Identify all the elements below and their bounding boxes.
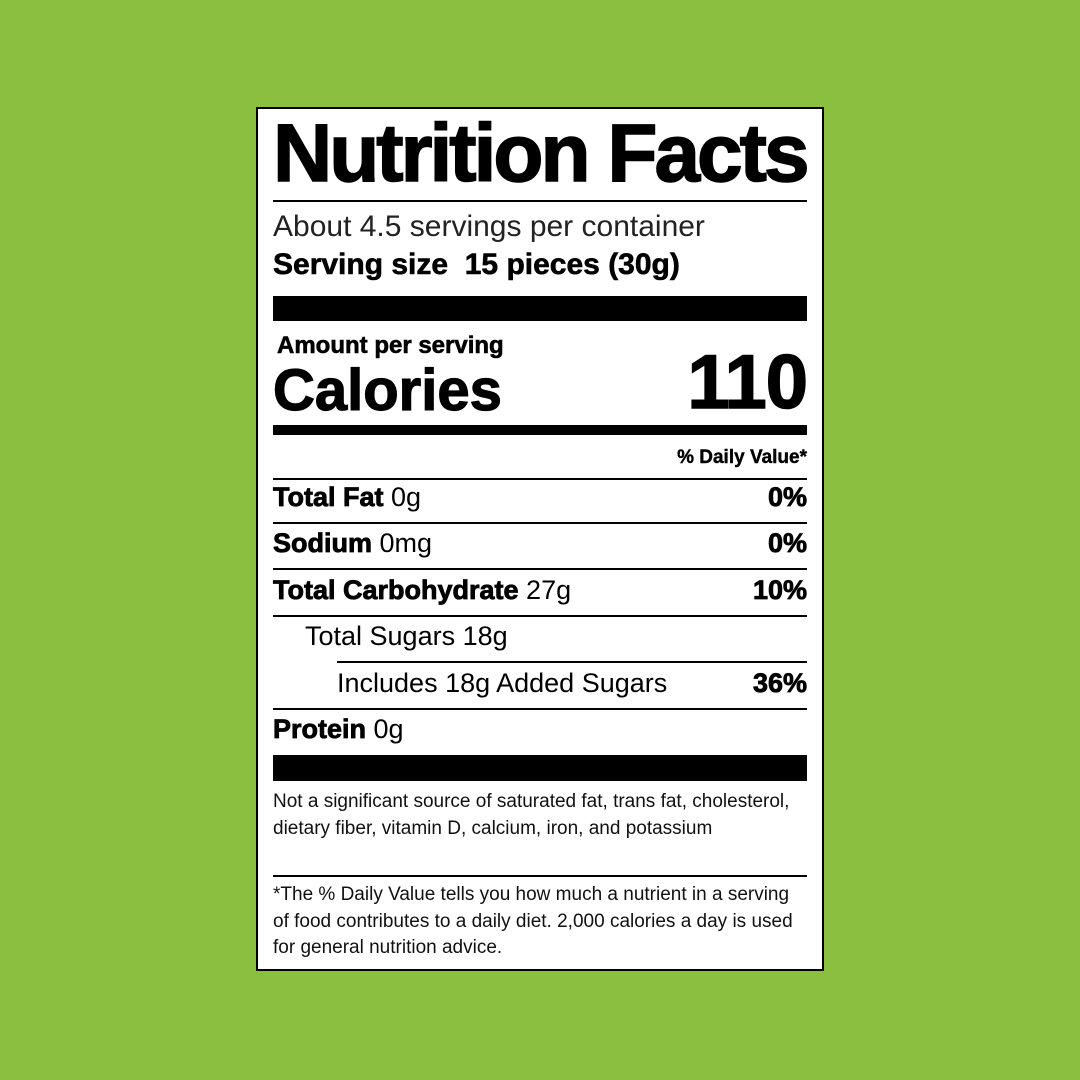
divider — [273, 708, 807, 710]
nutrient-row-protein: Protein 0g — [273, 714, 404, 744]
divider — [273, 568, 807, 570]
indented-divider — [337, 661, 807, 663]
nutrient-amount: 27g — [526, 575, 572, 605]
nutrient-amount: 0mg — [379, 528, 433, 558]
label-title: Nutrition Facts — [272, 108, 810, 199]
amount-per-serving: Amount per serving — [277, 332, 504, 359]
divider — [273, 200, 807, 202]
divider — [273, 478, 807, 480]
footnote-daily-value: *The % Daily Value tells you how much a … — [273, 884, 793, 958]
nutrient-dv: 10% — [752, 575, 808, 605]
serving-size: Serving size 15 pieces (30g) — [273, 248, 680, 281]
nutrient-row-added-sugars: Includes 18g Added Sugars — [337, 668, 668, 698]
divider — [273, 875, 807, 877]
nutrition-facts-label: Nutrition Facts About 4.5 servings per c… — [256, 107, 824, 971]
nutrient-dv: 0% — [767, 528, 808, 558]
nutrient-amount: 0g — [391, 482, 422, 512]
nutrient-row-total-carbohydrate: Total Carbohydrate 27g — [273, 575, 572, 605]
thick-divider — [273, 755, 807, 781]
serving-size-value: 15 pieces (30g) — [464, 248, 680, 281]
thick-divider — [273, 296, 807, 321]
nutrient-name: Protein — [273, 714, 367, 744]
medium-divider — [273, 425, 807, 435]
nutrient-amount: 0g — [373, 714, 404, 744]
nutrient-name: Total Fat — [273, 482, 384, 512]
nutrient-row-sodium: Sodium 0mg — [273, 528, 433, 558]
nutrient-dv: 36% — [752, 668, 808, 698]
footnote-not-significant: Not a significant source of saturated fa… — [273, 791, 790, 839]
daily-value-header: % Daily Value* — [677, 447, 807, 468]
nutrient-row-total-sugars: Total Sugars 18g — [305, 621, 508, 651]
servings-per-container: About 4.5 servings per container — [273, 210, 705, 243]
nutrient-row-total-fat: Total Fat 0g — [273, 482, 422, 512]
divider — [273, 522, 807, 524]
calories-value: 110 — [687, 340, 809, 425]
serving-size-label: Serving size — [273, 248, 449, 281]
nutrient-name: Sodium — [273, 528, 373, 558]
nutrient-dv: 0% — [767, 482, 808, 512]
divider — [273, 615, 807, 617]
nutrient-name: Total Carbohydrate — [273, 575, 519, 605]
calories-label: Calories — [272, 358, 502, 423]
